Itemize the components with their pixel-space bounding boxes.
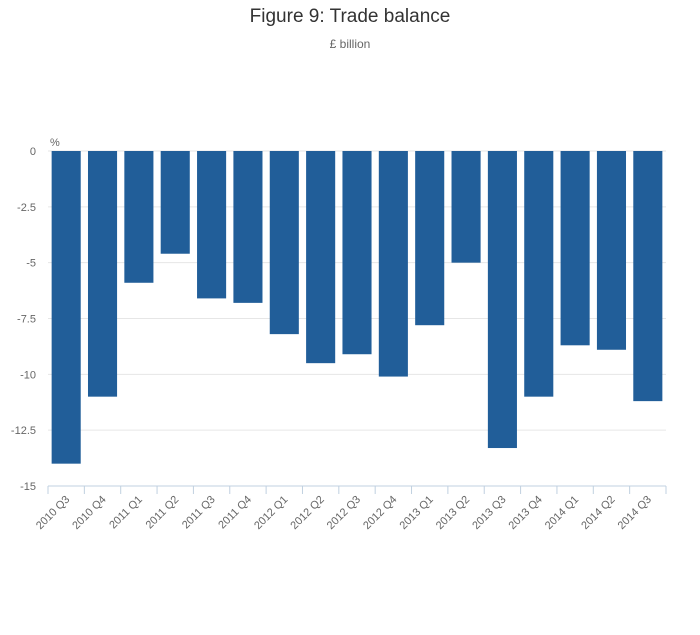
chart-subtitle: £ billion [329,37,371,51]
bar [451,151,481,263]
x-tick-label: 2010 Q3 [34,494,72,532]
bar [306,151,336,364]
bar [560,151,590,346]
x-tick-label: 2011 Q3 [180,494,218,532]
bar [596,151,627,350]
bar [524,151,554,397]
y-tick-label: -15 [20,481,36,493]
bar [415,151,445,326]
x-tick-label: 2013 Q2 [434,494,472,532]
x-tick-label: 2013 Q3 [470,494,508,532]
x-tick-label: 2013 Q1 [397,494,435,532]
y-tick-label: -7.5 [17,314,36,326]
x-tick-label: 2013 Q4 [507,494,545,532]
x-tick-label: 2012 Q4 [361,494,399,532]
y-tick-label: -5 [26,258,36,270]
bar [233,151,263,303]
x-tick-label: 2011 Q1 [107,494,145,532]
bar [378,151,408,377]
x-tick-label: 2014 Q3 [616,494,654,532]
bar [160,151,190,254]
y-tick-label: -12.5 [11,425,36,437]
x-tick-label: 2012 Q2 [288,494,326,532]
x-tick-label: 2012 Q3 [325,494,363,532]
chart-title: Figure 9: Trade balance [249,6,451,27]
x-tick-label: 2012 Q1 [252,494,290,532]
bar [269,151,299,335]
bar [87,151,118,397]
bar [124,151,154,283]
bar [487,151,517,449]
x-tick-label: 2014 Q1 [543,494,581,532]
bar [633,151,663,402]
y-tick-label: -10 [20,369,36,381]
x-tick-label: 2010 Q4 [70,494,108,532]
bar [342,151,372,355]
bars [51,151,663,464]
x-tick-label: 2014 Q2 [579,494,617,532]
y-tick-label: 0 [30,146,36,158]
y-unit-label: % [50,137,60,149]
bar [197,151,227,299]
x-tick-label: 2011 Q4 [216,494,254,532]
y-tick-label: -2.5 [17,202,36,214]
y-axis-ticks: 0 -2.5 -5 -7.5 -10 -12.5 -15 [11,146,36,493]
x-tick-label: 2011 Q2 [144,494,182,532]
bar [51,151,81,464]
